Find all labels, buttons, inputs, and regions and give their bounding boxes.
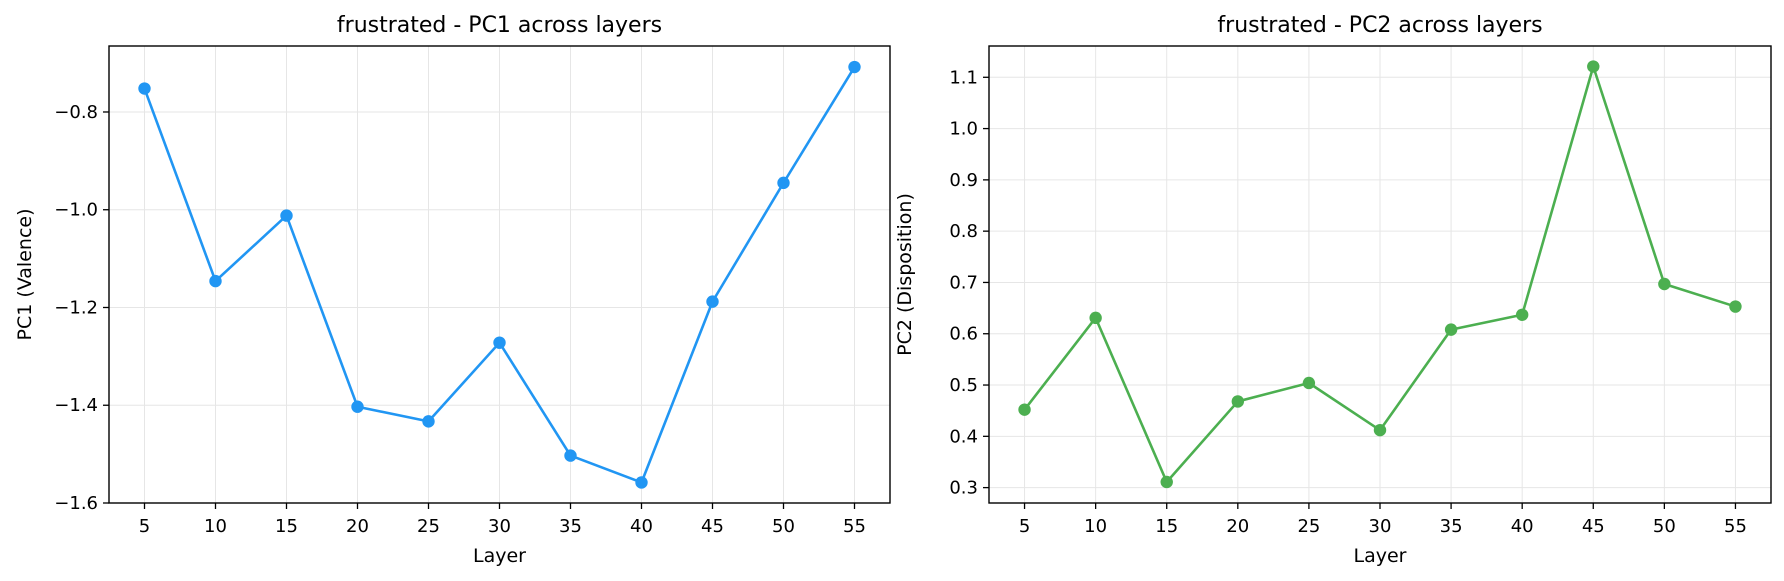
pc2-x-axis-label: Layer: [1354, 545, 1407, 567]
pc1-y-tick-label: −0.8: [54, 102, 98, 123]
pc2-data-point: [1729, 300, 1742, 313]
pc1-data-point: [280, 209, 293, 222]
pc2-y-tick-label: 0.7: [949, 272, 978, 293]
pc1-x-tick-label: 30: [488, 516, 511, 537]
pc1-y-axis-label: PC1 (Valence): [14, 209, 36, 341]
pc2-y-axis-label: PC2 (Disposition): [894, 193, 916, 356]
pc2-data-point: [1231, 395, 1245, 408]
pc1-y-tick-label: −1.4: [54, 395, 98, 416]
pc1-data-point: [422, 415, 435, 428]
pc1-chart-title: frustrated - PC1 across layers: [337, 13, 662, 38]
pc1-y-tick-label: −1.2: [54, 297, 98, 318]
pc2-x-tick-label: 15: [1155, 516, 1178, 537]
pc1-line-layer: [138, 60, 861, 489]
pc2-x-tick-label: 50: [1653, 516, 1676, 537]
pc2-x-tick-label: 55: [1724, 516, 1747, 537]
pc1-y-tick-label: −1.0: [54, 200, 98, 221]
pc2-line-layer: [1018, 60, 1742, 489]
pc1-data-point: [564, 449, 577, 462]
pc2-y-tick-label: 0.9: [949, 170, 978, 191]
pc2-data-point: [1587, 60, 1600, 73]
pc1-x-tick-label: 15: [275, 516, 298, 537]
chart-panel-pc2: 5 10 15 20 25 30 35 40 45 50 55 0.3 0.4 0.5 0.6 0.7 0.8…: [894, 13, 1772, 567]
pc2-data-point: [1302, 376, 1316, 390]
pc1-x-axis: 5 10 15 20 25 30 35 40 45 50 55: [139, 503, 866, 537]
pc2-y-tick-label: 1.1: [949, 67, 978, 88]
pc2-data-point: [1018, 403, 1031, 416]
pc2-chart-title: frustrated - PC2 across layers: [1217, 13, 1542, 38]
pc1-x-tick-label: 10: [204, 516, 227, 537]
pc2-data-point: [1658, 277, 1671, 291]
pc1-plot-frame: [108, 45, 891, 504]
chart-panel-pc1: 5 10 15 20 25 30 35 40 45 50 55 −1.6 −1.4 −1.2 −1.0 −0…: [14, 13, 891, 567]
pc1-x-tick-label: 35: [559, 516, 582, 537]
pc1-x-tick-label: 55: [843, 516, 866, 537]
pc2-data-point: [1160, 475, 1173, 489]
pc2-y-tick-label: 1.0: [949, 119, 978, 140]
pc2-data-point: [1373, 423, 1387, 437]
pc2-y-tick-label: 0.3: [949, 478, 978, 499]
pc1-x-tick-label: 20: [346, 516, 369, 537]
pc2-y-tick-label: 0.6: [949, 324, 978, 345]
pc2-y-tick-label: 0.4: [949, 426, 978, 447]
pc1-data-point: [848, 60, 861, 74]
pc1-x-tick-label: 50: [772, 516, 795, 537]
pc2-x-tick-label: 20: [1226, 516, 1249, 537]
pc1-y-tick-label: −1.6: [54, 493, 98, 514]
pc2-x-tick-label: 45: [1582, 516, 1605, 537]
pc2-x-tick-label: 40: [1511, 516, 1534, 537]
pc1-y-axis: −1.6 −1.4 −1.2 −1.0 −0.8: [54, 102, 109, 514]
pc2-x-tick-label: 25: [1297, 516, 1320, 537]
pc1-x-tick-label: 25: [417, 516, 440, 537]
pc2-x-tick-label: 35: [1440, 516, 1463, 537]
pc1-data-point: [138, 82, 151, 95]
pc2-y-axis: 0.3 0.4 0.5 0.6 0.7 0.8 0.9 1.0 1.1: [949, 67, 989, 499]
pc2-x-tick-label: 5: [1019, 516, 1030, 537]
pc1-x-axis-label: Layer: [473, 545, 526, 567]
pc2-y-tick-label: 0.8: [949, 221, 978, 242]
pc2-grid: [989, 46, 1771, 503]
pc2-y-tick-label: 0.5: [949, 375, 978, 396]
pc2-data-point: [1444, 323, 1458, 336]
pc1-data-point: [777, 176, 790, 190]
pc2-data-point: [1089, 311, 1102, 325]
pc2-plot-frame: [988, 45, 1772, 504]
pc1-x-tick-label: 40: [630, 516, 653, 537]
pc2-x-tick-label: 10: [1084, 516, 1107, 537]
pc1-data-point: [209, 274, 222, 288]
pc2-x-axis: 5 10 15 20 25 30 35 40 45 50 55: [1019, 503, 1747, 537]
pc1-data-point: [706, 295, 719, 308]
pc1-data-point: [493, 336, 506, 349]
pc2-data-point: [1515, 308, 1529, 321]
pc2-x-tick-label: 30: [1369, 516, 1392, 537]
pc1-x-tick-label: 45: [701, 516, 724, 537]
pc1-x-tick-label: 5: [139, 516, 150, 537]
pc1-data-point: [351, 400, 364, 413]
pc1-data-point: [635, 476, 648, 489]
